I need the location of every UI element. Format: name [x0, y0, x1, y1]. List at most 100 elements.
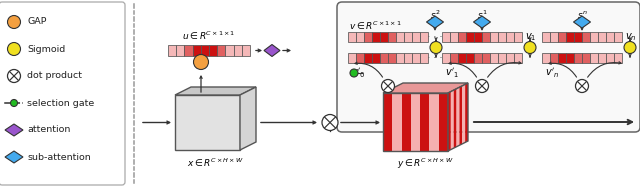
Bar	[372, 53, 380, 63]
Circle shape	[524, 42, 536, 54]
Bar	[466, 32, 474, 42]
Text: $v_n$: $v_n$	[625, 31, 637, 43]
Polygon shape	[573, 16, 591, 28]
Bar	[396, 32, 404, 42]
Text: $v'_n$: $v'_n$	[545, 66, 559, 80]
Bar	[614, 32, 622, 42]
Bar	[606, 53, 614, 63]
Polygon shape	[5, 151, 23, 163]
Text: $s^n$: $s^n$	[577, 10, 588, 20]
Polygon shape	[448, 92, 451, 151]
Bar	[412, 53, 420, 63]
Circle shape	[8, 15, 20, 29]
Bar	[598, 53, 606, 63]
Polygon shape	[175, 95, 240, 150]
Bar	[474, 53, 482, 63]
Bar	[590, 32, 598, 42]
Bar	[558, 53, 566, 63]
Bar	[404, 53, 412, 63]
Text: · · · · · · ·: · · · · · · ·	[415, 53, 455, 63]
Bar	[396, 53, 404, 63]
Text: $u \in R^{C\times1\times1}$: $u \in R^{C\times1\times1}$	[182, 30, 236, 42]
Polygon shape	[454, 89, 456, 148]
Bar	[606, 32, 614, 42]
Bar	[356, 32, 364, 42]
Polygon shape	[460, 86, 462, 145]
FancyBboxPatch shape	[337, 2, 640, 132]
Circle shape	[8, 42, 20, 55]
Bar	[482, 32, 490, 42]
Bar	[380, 32, 388, 42]
Bar	[380, 53, 388, 63]
Bar	[542, 53, 550, 63]
Bar	[466, 53, 474, 63]
Bar	[450, 32, 458, 42]
Text: Sigmoid: Sigmoid	[27, 45, 65, 54]
Text: selection gate: selection gate	[27, 99, 94, 108]
Circle shape	[10, 99, 17, 106]
Polygon shape	[451, 90, 454, 150]
Bar	[474, 32, 482, 42]
Bar	[582, 32, 590, 42]
Polygon shape	[456, 87, 460, 147]
Polygon shape	[5, 124, 23, 136]
Text: attention: attention	[27, 126, 70, 134]
Polygon shape	[175, 87, 256, 95]
Bar	[458, 32, 466, 42]
Bar	[401, 93, 411, 151]
Circle shape	[350, 69, 358, 77]
Polygon shape	[426, 16, 444, 28]
Bar	[514, 32, 522, 42]
Bar	[217, 45, 225, 56]
Bar	[364, 53, 372, 63]
Bar	[490, 53, 498, 63]
Bar	[566, 32, 574, 42]
Bar	[364, 32, 372, 42]
Bar	[176, 45, 184, 56]
Bar	[411, 93, 420, 151]
Circle shape	[381, 80, 394, 92]
Bar	[498, 32, 506, 42]
Polygon shape	[465, 83, 468, 143]
Text: dot product: dot product	[27, 71, 82, 80]
Text: $x \in R^{C\times H\times W}$: $x \in R^{C\times H\times W}$	[187, 157, 244, 169]
Bar	[225, 45, 234, 56]
Bar	[574, 32, 582, 42]
Polygon shape	[474, 16, 490, 28]
Bar	[442, 53, 450, 63]
Text: $s^2$: $s^2$	[429, 9, 440, 21]
Polygon shape	[462, 84, 465, 144]
Bar	[429, 93, 438, 151]
Bar	[450, 53, 458, 63]
Bar	[372, 32, 380, 42]
Text: $y \in R^{C\times H\times W}$: $y \in R^{C\times H\times W}$	[397, 157, 454, 171]
Text: sub-attention: sub-attention	[27, 152, 91, 161]
Text: GAP: GAP	[27, 17, 47, 27]
Bar	[438, 93, 448, 151]
Bar	[506, 53, 514, 63]
Circle shape	[624, 42, 636, 54]
Bar	[574, 53, 582, 63]
FancyBboxPatch shape	[0, 2, 125, 185]
Polygon shape	[383, 83, 468, 93]
Bar	[201, 45, 209, 56]
Bar	[388, 32, 396, 42]
Bar	[582, 53, 590, 63]
Bar	[412, 32, 420, 42]
Bar	[514, 53, 522, 63]
Bar	[193, 45, 201, 56]
Bar	[614, 53, 622, 63]
Bar	[490, 32, 498, 42]
Bar	[348, 32, 356, 42]
Bar	[234, 45, 242, 56]
Bar	[420, 53, 428, 63]
Text: $v_1$: $v_1$	[525, 31, 536, 43]
Circle shape	[575, 80, 589, 92]
Bar	[348, 53, 356, 63]
Text: $s^1$: $s^1$	[477, 9, 487, 21]
Polygon shape	[264, 45, 280, 57]
Circle shape	[430, 42, 442, 54]
Bar	[506, 32, 514, 42]
Bar	[482, 53, 490, 63]
Text: $v'_1$: $v'_1$	[445, 66, 459, 80]
